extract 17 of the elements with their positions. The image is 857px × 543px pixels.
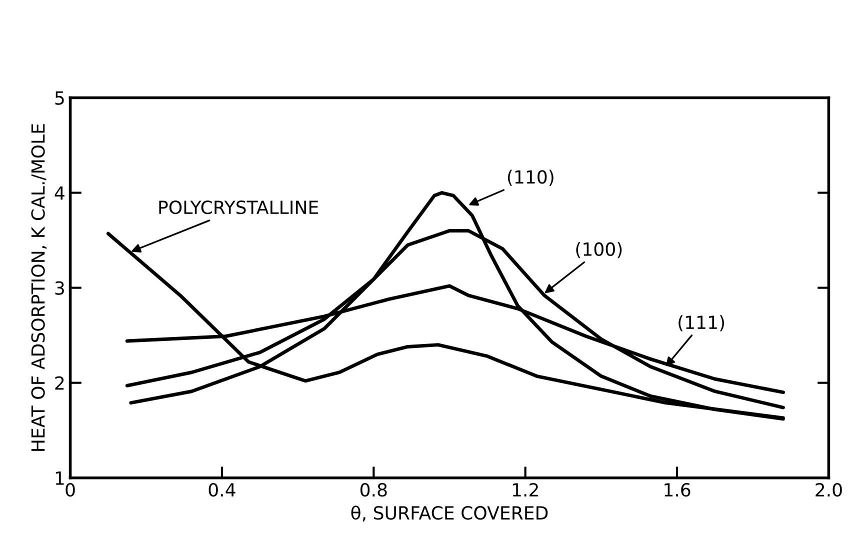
y-tick-label: 5 — [55, 91, 64, 105]
y-axis-title: HEAT OF ADSORPTION, K CAL./MOLE — [31, 124, 47, 451]
x-axis-title: θ, SURFACE COVERED — [351, 506, 548, 522]
annotation: POLYCRYSTALLINE — [159, 200, 318, 214]
x-tick-label: 1.6 — [664, 483, 690, 497]
x-tick-label: 2.0 — [816, 483, 842, 497]
y-tick-label: 4 — [54, 186, 64, 200]
x-tick-label: 0.8 — [360, 483, 387, 497]
x-tick-label: 1.2 — [512, 483, 538, 496]
y-tick-label: 3 — [55, 281, 64, 295]
y-tick-label: 2 — [55, 376, 64, 390]
annotation: (110) — [508, 170, 554, 186]
annotation: (111) — [678, 315, 724, 332]
x-tick-label: 0 — [66, 483, 75, 497]
y-tick-label: 1 — [56, 472, 64, 485]
annotation: (100) — [576, 242, 622, 258]
x-tick-label: 0.4 — [208, 483, 236, 497]
